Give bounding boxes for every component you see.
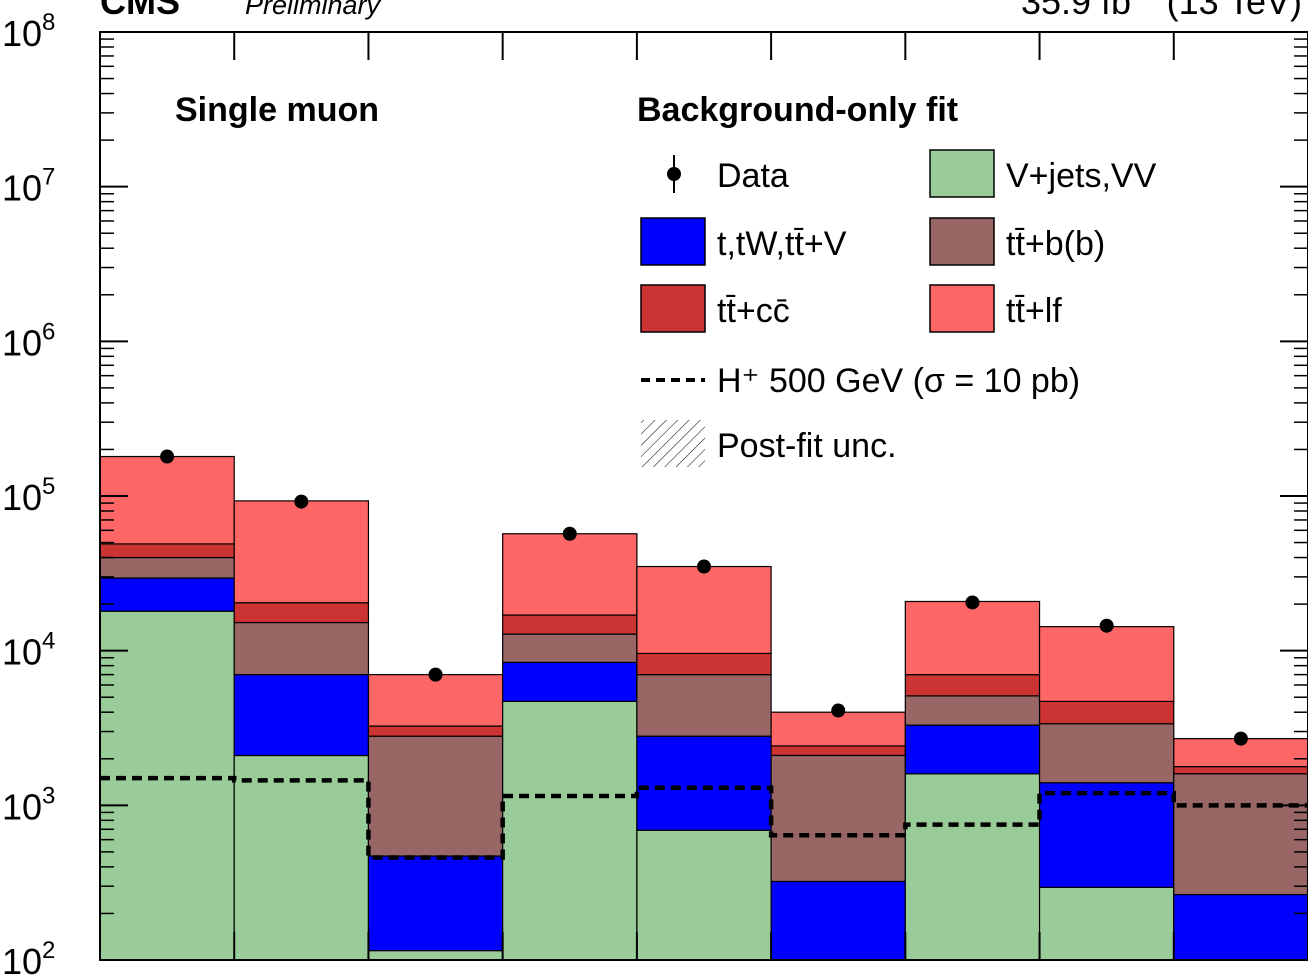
legend-label-uncertainty: Post-fit unc. [717, 427, 897, 465]
bar-segment [502, 661, 638, 702]
legend-entry-ttlf: tt̄+lf [929, 284, 1062, 333]
data-points [160, 449, 1248, 746]
bar-segment [233, 674, 370, 757]
data-point [160, 449, 175, 464]
legend-label-vjets: V+jets,VV [1006, 157, 1157, 195]
bar-segment [99, 577, 235, 612]
data-point [294, 494, 309, 509]
legend-entry-single-top: t,tW,tt̄+V [640, 217, 847, 266]
bar-segment [502, 633, 638, 663]
data-point [697, 559, 711, 574]
legend-label-single-top: t,tW,tt̄+V [717, 225, 847, 263]
data-point [965, 595, 980, 610]
bar-segment [233, 621, 370, 676]
legend-label-signal: H⁺ 500 GeV (σ = 10 pb) [717, 362, 1080, 400]
bar-segment [99, 610, 235, 961]
bar-segment [233, 500, 370, 604]
bar-segment [770, 880, 906, 961]
bar-segment [770, 711, 906, 747]
experiment-label: CMS [100, 0, 180, 22]
fit-label: Background-only fit [637, 91, 958, 129]
bar-segment [770, 745, 906, 757]
signal-line [100, 775, 1308, 860]
legend-entry-ttbb: tt̄+b(b) [929, 217, 1105, 266]
bar-segment [99, 556, 235, 579]
bar-segment [367, 674, 504, 727]
bar-segment [636, 652, 772, 676]
bar-segment [367, 855, 504, 952]
bar-segment [99, 543, 235, 559]
bar-segment [770, 754, 906, 883]
legend-entry-ttcc: tt̄+cc̄ [640, 284, 790, 333]
signal-step-line [100, 775, 1308, 860]
bar-segment [636, 565, 772, 655]
y-tick-label: 106 [2, 318, 55, 363]
channel-label: Single muon [175, 91, 379, 129]
bar-segment [1038, 723, 1175, 784]
legend-label-ttbb: tt̄+b(b) [1006, 225, 1105, 263]
y-tick-label: 103 [2, 782, 55, 827]
y-tick-label: 104 [2, 628, 55, 673]
legend-entry-signal: H⁺ 500 GeV (σ = 10 pb) [641, 362, 1080, 400]
legend: Data V+jets,VV t,tW,tt̄+V tt̄+b(b) tt̄+c… [640, 149, 1157, 467]
bar-segment [904, 695, 1041, 726]
bar-segment [636, 829, 772, 961]
legend-label-ttcc: tt̄+cc̄ [717, 292, 790, 330]
bar-segment [367, 735, 504, 857]
bar-segment [502, 533, 638, 616]
stacked-bars [99, 455, 1308, 961]
bar-segment [904, 600, 1041, 676]
bar-segment [233, 602, 370, 624]
axes: 102 103 104 105 106 107 108 [2, 9, 1308, 977]
bar-segment [1038, 886, 1175, 961]
legend-entry-uncertainty: Post-fit unc. [641, 420, 897, 467]
data-point [1233, 731, 1248, 746]
bar-segment [502, 700, 638, 961]
bar-segment [1038, 700, 1175, 725]
y-tick-label: 102 [2, 937, 55, 977]
bar-segment [367, 725, 504, 737]
bar-segment [1038, 782, 1175, 888]
data-point [428, 667, 443, 682]
bar-segment [1173, 893, 1308, 961]
bar-segment [636, 735, 772, 831]
bar-segment [904, 773, 1041, 961]
bar-segment [904, 724, 1041, 775]
data-point [831, 703, 846, 718]
data-point [1099, 618, 1114, 633]
y-tick-label: 107 [2, 164, 55, 209]
legend-label-ttlf: tt̄+lf [1006, 292, 1062, 330]
bar-segment [636, 674, 772, 737]
bar-segment [99, 455, 235, 545]
y-tick-label: 105 [2, 473, 55, 518]
lumi-label: 35.9 fb-1(13 TeV) [1021, 0, 1302, 22]
bar-segment [1038, 626, 1175, 702]
legend-entry-vjets: V+jets,VV [929, 149, 1157, 198]
status-label: Preliminary [245, 0, 382, 20]
data-point [562, 526, 577, 541]
bar-segment [1173, 773, 1308, 896]
bar-segment [1173, 766, 1308, 775]
legend-label-data: Data [717, 157, 789, 195]
bar-segment [502, 614, 638, 635]
bar-segment [904, 674, 1041, 697]
y-tick-label: 108 [2, 9, 55, 54]
bar-segment [367, 950, 504, 961]
bar-segment [233, 754, 370, 961]
legend-entry-data: Data [667, 155, 789, 195]
